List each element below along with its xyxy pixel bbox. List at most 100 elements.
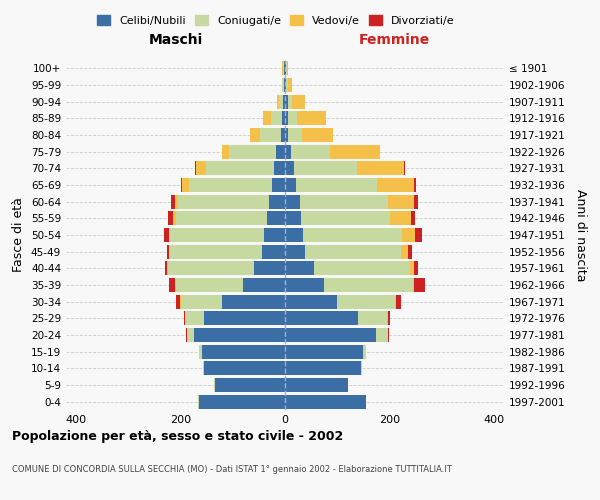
Bar [301, 211, 391, 226]
Bar [285, 128, 287, 142]
Bar [170, 228, 264, 242]
Bar [285, 294, 337, 308]
Bar [199, 394, 285, 409]
Bar [415, 228, 422, 242]
Bar [285, 261, 314, 276]
Bar [395, 294, 401, 308]
Bar [250, 128, 260, 142]
Text: Popolazione per età, sesso e stato civile - 2002: Popolazione per età, sesso e stato civil… [12, 430, 343, 443]
Bar [285, 244, 305, 259]
Text: COMUNE DI CONCORDIA SULLA SECCHIA (MO) - Dati ISTAT 1° gennaio 2002 - Elaborazio: COMUNE DI CONCORDIA SULLA SECCHIA (MO) -… [12, 465, 452, 474]
Bar [170, 244, 262, 259]
Bar [283, 62, 284, 76]
Bar [324, 278, 413, 292]
Bar [287, 128, 302, 142]
Bar [388, 194, 415, 209]
Bar [229, 144, 275, 159]
Bar [169, 244, 170, 259]
Bar [411, 211, 415, 226]
Bar [171, 194, 175, 209]
Bar [377, 178, 414, 192]
Bar [388, 311, 391, 326]
Bar [415, 278, 425, 292]
Bar [285, 62, 286, 76]
Bar [410, 261, 415, 276]
Bar [296, 178, 377, 192]
Bar [206, 162, 274, 175]
Bar [285, 378, 347, 392]
Bar [331, 144, 380, 159]
Bar [274, 162, 285, 175]
Bar [204, 311, 285, 326]
Bar [303, 228, 403, 242]
Bar [203, 361, 204, 376]
Bar [403, 228, 415, 242]
Bar [223, 294, 285, 308]
Bar [407, 244, 412, 259]
Bar [285, 94, 287, 109]
Bar [337, 294, 395, 308]
Legend: Celibi/Nubili, Coniugati/e, Vedovi/e, Divorziati/e: Celibi/Nubili, Coniugati/e, Vedovi/e, Di… [93, 10, 459, 30]
Bar [262, 244, 285, 259]
Bar [175, 211, 267, 226]
Bar [181, 294, 223, 308]
Bar [401, 244, 407, 259]
Bar [284, 78, 285, 92]
Bar [194, 328, 285, 342]
Y-axis label: Anni di nascita: Anni di nascita [574, 188, 587, 281]
Bar [415, 261, 418, 276]
Bar [263, 112, 271, 126]
Bar [285, 78, 286, 92]
Bar [285, 311, 358, 326]
Bar [285, 278, 324, 292]
Bar [302, 128, 334, 142]
Bar [175, 278, 243, 292]
Bar [264, 228, 285, 242]
Bar [404, 162, 406, 175]
Bar [414, 178, 416, 192]
Bar [292, 94, 305, 109]
Bar [178, 194, 269, 209]
Bar [314, 261, 410, 276]
Bar [260, 128, 281, 142]
Bar [243, 278, 285, 292]
Bar [285, 162, 295, 175]
Bar [223, 144, 229, 159]
Bar [181, 178, 182, 192]
Bar [285, 344, 363, 359]
Bar [184, 311, 185, 326]
Bar [204, 361, 285, 376]
Bar [283, 94, 285, 109]
Y-axis label: Fasce di età: Fasce di età [13, 198, 25, 272]
Bar [361, 361, 362, 376]
Bar [199, 344, 202, 359]
Bar [167, 244, 169, 259]
Bar [285, 178, 296, 192]
Bar [391, 211, 411, 226]
Bar [297, 112, 326, 126]
Bar [271, 112, 283, 126]
Bar [295, 162, 357, 175]
Bar [285, 228, 303, 242]
Bar [269, 194, 285, 209]
Bar [196, 162, 206, 175]
Bar [188, 178, 272, 192]
Bar [284, 62, 285, 76]
Bar [357, 162, 404, 175]
Bar [285, 144, 291, 159]
Bar [283, 112, 285, 126]
Bar [286, 78, 287, 92]
Bar [175, 194, 178, 209]
Text: Femmine: Femmine [359, 32, 430, 46]
Bar [413, 278, 415, 292]
Bar [167, 261, 254, 276]
Bar [386, 311, 388, 326]
Bar [272, 178, 285, 192]
Bar [168, 211, 173, 226]
Bar [285, 112, 287, 126]
Bar [275, 144, 285, 159]
Bar [285, 194, 299, 209]
Bar [215, 378, 285, 392]
Bar [169, 278, 175, 292]
Bar [286, 62, 287, 76]
